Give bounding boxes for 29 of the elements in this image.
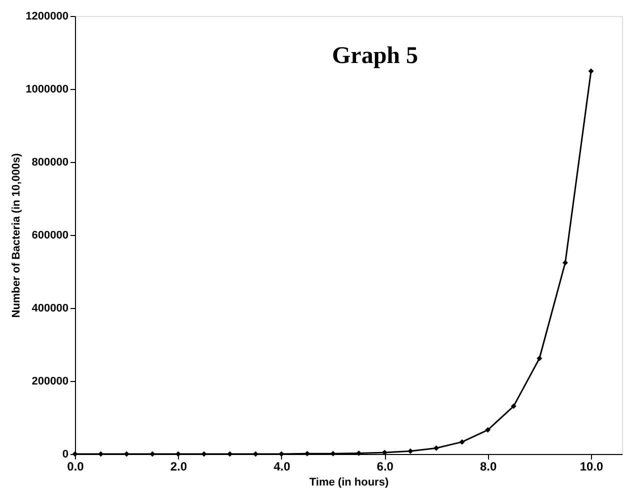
y-tick-label: 600000: [32, 230, 68, 242]
point: [382, 450, 388, 456]
point: [536, 356, 542, 362]
x-tick-label: 10.0: [580, 460, 604, 474]
y-tick-label: 1000000: [26, 84, 68, 96]
point: [588, 68, 594, 74]
y-axis-title: Number of Bacteria (in 10,000s): [10, 152, 23, 318]
x-tick-label: 8.0: [480, 460, 497, 474]
text: Graph 5: [332, 43, 418, 69]
point: [356, 450, 362, 456]
point: [485, 427, 491, 433]
y-tick-label: 800000: [32, 156, 68, 168]
x-axis-title: Time (in hours): [309, 476, 389, 488]
x-tick-label: 4.0: [274, 460, 291, 474]
point: [510, 403, 516, 409]
point: [408, 448, 414, 454]
y-tick-label: 0: [62, 448, 68, 460]
point: [459, 439, 465, 445]
point: [433, 445, 439, 451]
y-tick-label: 1200000: [26, 10, 68, 22]
point: [201, 451, 207, 457]
point: [150, 451, 156, 457]
x-tick-label: 0.0: [67, 460, 84, 474]
y-tick-label: 200000: [32, 376, 68, 388]
point: [278, 451, 284, 457]
x-tick-label: 2.0: [170, 460, 188, 474]
x-tick-label: 6.0: [376, 460, 394, 474]
point: [562, 260, 568, 266]
y-tick-label: 400000: [32, 302, 68, 314]
